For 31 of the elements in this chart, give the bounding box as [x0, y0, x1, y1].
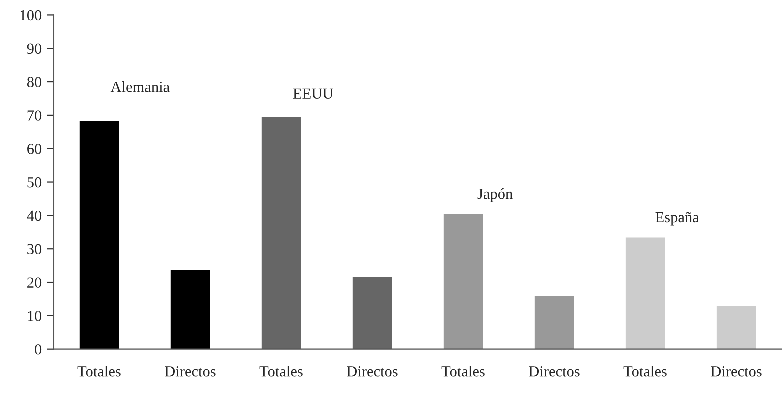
bar	[352, 278, 392, 350]
y-tick-label: 0	[35, 344, 42, 355]
bar	[170, 270, 210, 350]
x-tick-label: Directos	[529, 366, 580, 377]
y-tick-label: 10	[28, 311, 42, 322]
annotation: Japón	[478, 188, 513, 202]
annotation: EEUU	[293, 88, 334, 99]
x-tick-label: Directos	[347, 366, 398, 377]
y-tick-label: 40	[27, 210, 42, 222]
bar	[80, 121, 120, 350]
x-tick-label: Totales	[260, 366, 303, 377]
y-tick-label: 60	[28, 144, 42, 154]
y-tick-label: 100	[20, 10, 42, 21]
y-tick-label: 80	[27, 77, 42, 88]
x-tick-label: Directos	[711, 366, 762, 377]
x-tick-label: Directos	[165, 366, 216, 377]
bar	[716, 306, 756, 350]
y-tick-label: 90	[27, 44, 42, 54]
y-tick-label: 30	[28, 244, 42, 255]
x-tick-label: Totales	[624, 366, 667, 377]
x-tick-label: Totales	[442, 366, 485, 377]
bar	[444, 214, 484, 350]
annotation: Alemania	[110, 82, 170, 92]
bar	[534, 296, 574, 350]
y-tick-label: 70	[28, 110, 42, 121]
bar	[262, 117, 302, 350]
x-tick-label: Totales	[78, 366, 121, 377]
bar	[626, 238, 666, 350]
y-tick-label: 50	[28, 177, 42, 188]
y-tick-label: 20	[28, 278, 42, 288]
annotation: España	[656, 212, 700, 226]
